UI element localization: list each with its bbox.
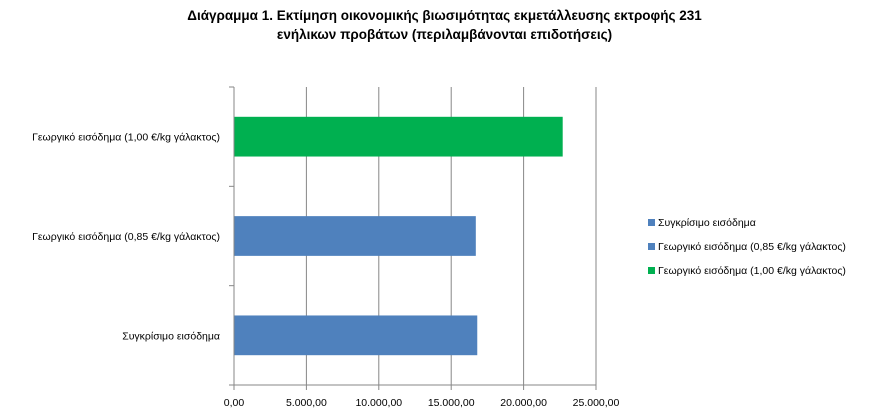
x-tick-label: 0,00 — [224, 397, 245, 409]
x-tick-label: 20.000,00 — [500, 397, 547, 409]
x-tick-label: 5.000,00 — [286, 397, 327, 409]
chart-title-line-1: Διάγραμμα 1. Εκτίμηση οικονομικής βιωσιμ… — [187, 8, 702, 23]
chart-title-line-2: ενήλικων προβάτων (περιλαμβάνονται επιδο… — [276, 27, 613, 42]
bar — [234, 216, 476, 256]
category-label: Συγκρίσιμο εισόδημα — [122, 330, 220, 342]
legend-label: Γεωργικό εισόδημα (0,85 €/kg γάλακτος) — [658, 241, 846, 253]
legend-swatch — [648, 219, 655, 226]
legend-label: Γεωργικό εισόδημα (1,00 €/kg γάλακτος) — [658, 265, 846, 277]
chart-title: Διάγραμμα 1. Εκτίμηση οικονομικής βιωσιμ… — [0, 6, 889, 44]
x-tick-label: 15.000,00 — [428, 397, 475, 409]
bar — [234, 116, 563, 157]
x-tick-label: 25.000,00 — [573, 397, 620, 409]
bar — [234, 315, 478, 356]
legend-swatch — [648, 243, 655, 250]
legend-label: Συγκρίσιμο εισόδημα — [658, 217, 756, 229]
category-label: Γεωργικό εισόδημα (1,00 €/kg γάλακτος) — [32, 132, 220, 144]
category-label: Γεωργικό εισόδημα (0,85 €/kg γάλακτος) — [32, 231, 220, 243]
legend-swatch — [648, 267, 655, 274]
x-tick-label: 10.000,00 — [355, 397, 402, 409]
